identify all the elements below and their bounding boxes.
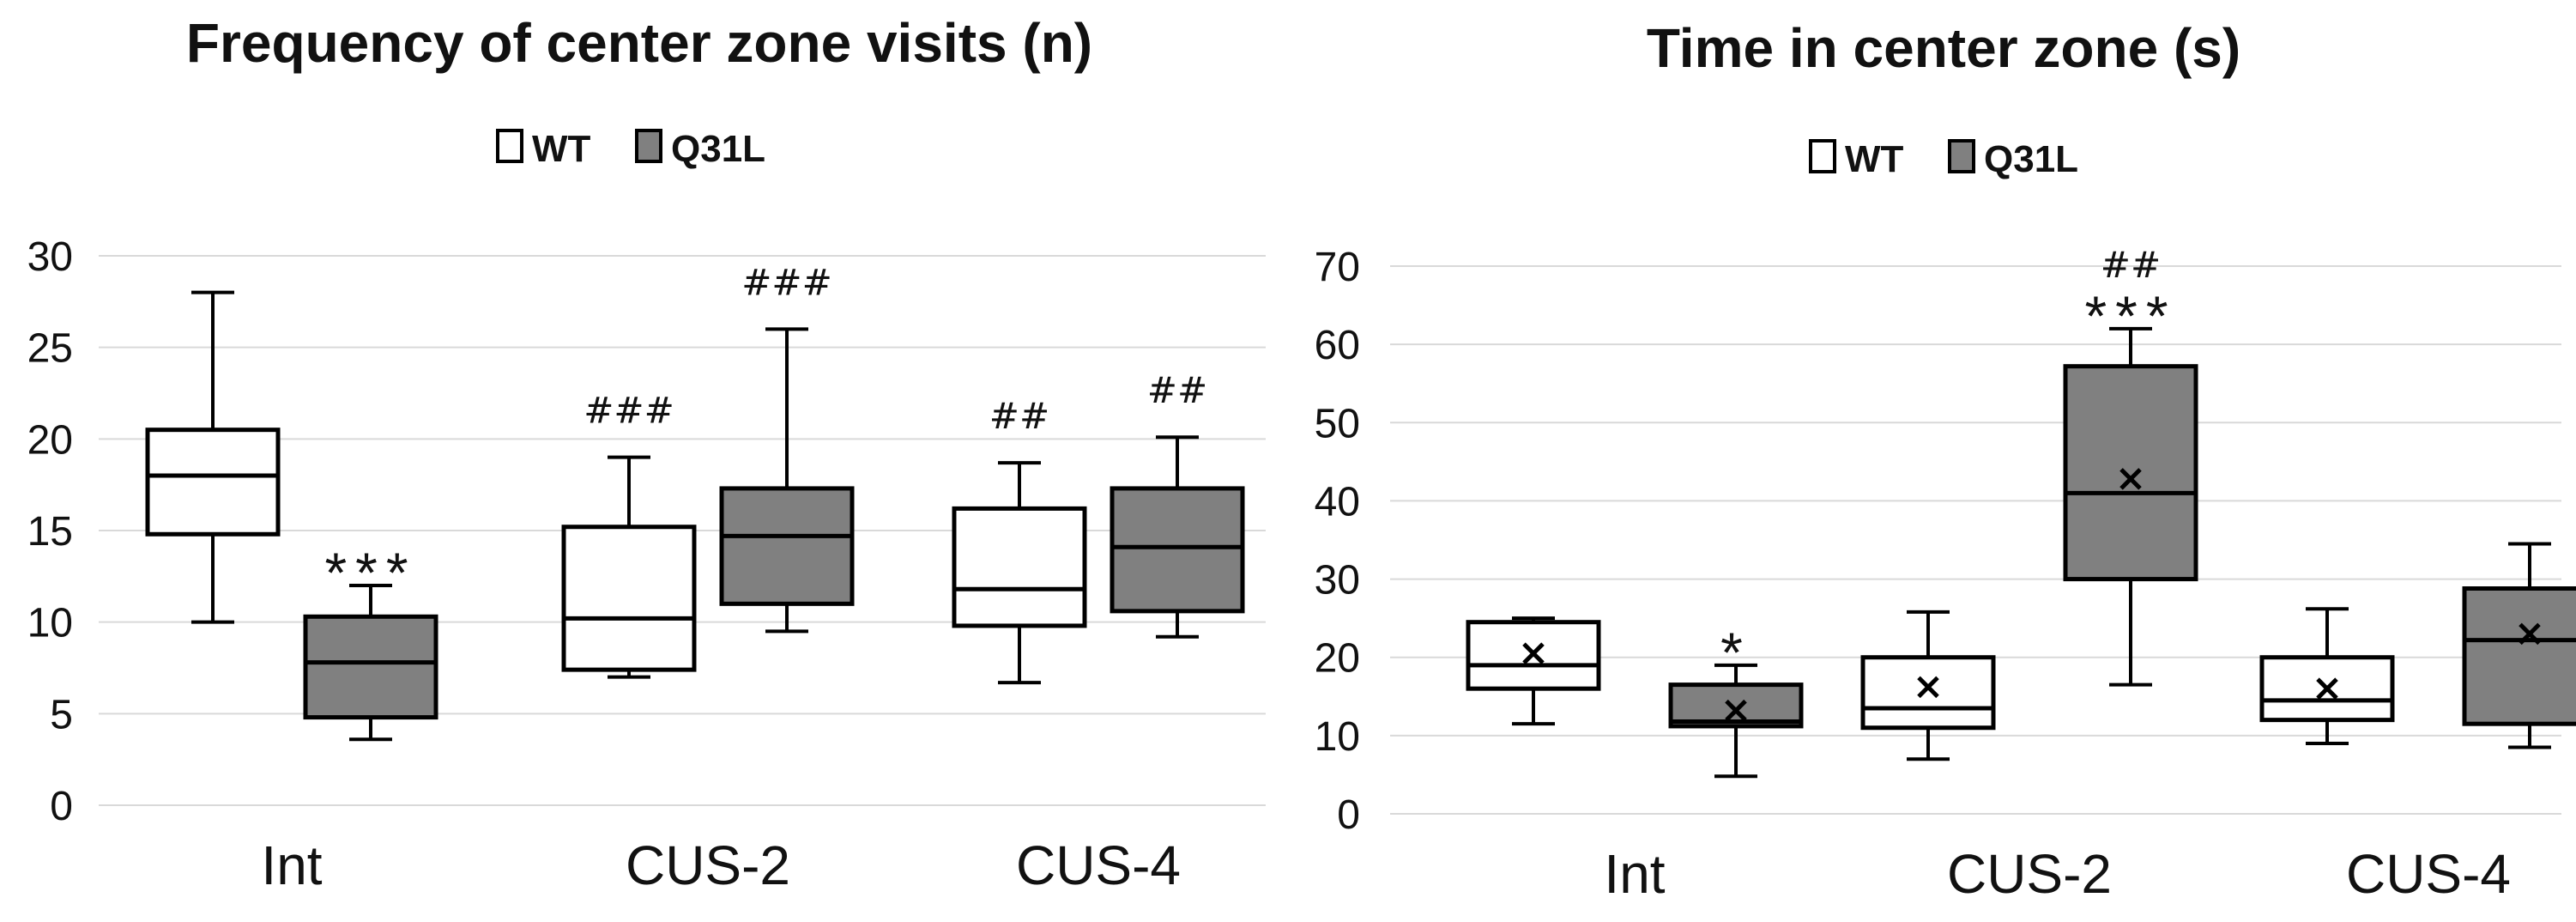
box-q31l-cus-4: ## <box>1110 369 1245 639</box>
box-iqr <box>1860 655 1996 731</box>
y-tick-label: 5 <box>50 692 73 737</box>
chart-left: Frequency of center zone visits (n) WT Q… <box>27 12 1266 896</box>
box-q31l-cus-4 <box>2462 542 2576 749</box>
y-tick-label: 50 <box>1315 401 1360 446</box>
legend-right-wt-swatch <box>1809 139 1836 173</box>
box-iqr <box>561 525 697 672</box>
x-category-label: CUS-4 <box>1016 834 1181 896</box>
mean-marker <box>1522 642 1545 664</box>
y-tick-label: 30 <box>1315 558 1360 604</box>
significance-label: ## <box>989 395 1049 437</box>
legend-left-wt-swatch <box>496 129 523 163</box>
legend-left-wt-label: WT <box>532 128 591 170</box>
box-iqr <box>2462 586 2576 726</box>
y-tick-label: 15 <box>27 509 73 555</box>
x-category-label: Int <box>1604 843 1665 905</box>
y-tick-label: 20 <box>1315 636 1360 682</box>
significance-label: ### <box>741 261 832 303</box>
significance-label: ### <box>584 390 674 432</box>
y-tick-label: 10 <box>27 601 73 646</box>
legend-left-q31l-label: Q31L <box>671 128 765 170</box>
box-iqr <box>2063 364 2198 582</box>
box-wt-cus-4: ## <box>952 395 1087 685</box>
y-axis-left: 0 5 10 15 20 25 30 <box>27 234 73 829</box>
y-tick-label: 60 <box>1315 323 1360 368</box>
legend-right-q31l-swatch <box>1948 139 1975 173</box>
box-wt-int <box>145 290 281 624</box>
y-tick-label: 70 <box>1315 245 1360 290</box>
chart-right-title: Time in center zone (s) <box>1647 17 2240 79</box>
mean-marker <box>2119 468 2142 490</box>
legend-left: WT Q31L <box>496 128 765 170</box>
y-tick-label: 10 <box>1315 714 1360 760</box>
box-q31l-cus-2: ### <box>719 261 855 634</box>
box-iqr <box>719 486 855 606</box>
x-category-label: CUS-2 <box>1947 843 2112 905</box>
significance-label: *** <box>2084 284 2176 348</box>
significance-label-secondary: ## <box>2101 244 2161 286</box>
box-wt-cus-4 <box>2259 607 2395 745</box>
box-iqr <box>1668 682 1804 729</box>
box-iqr <box>145 428 281 537</box>
y-tick-label: 30 <box>27 234 73 280</box>
box-iqr <box>303 614 438 720</box>
legend-right-q31l-label: Q31L <box>1984 138 2078 180</box>
grid-right <box>1390 265 2561 815</box>
x-category-label: CUS-4 <box>2346 843 2511 905</box>
y-tick-label: 20 <box>27 417 73 463</box>
y-tick-label: 25 <box>27 326 73 372</box>
plot-area-left: ### ##***##### <box>145 261 1245 742</box>
box-q31l-int: *** <box>303 541 438 742</box>
mean-marker <box>1725 699 1747 722</box>
box-iqr <box>952 506 1087 628</box>
legend-right: WT Q31L <box>1809 138 2078 180</box>
x-category-label: Int <box>261 834 322 896</box>
significance-label: *** <box>324 541 416 604</box>
x-axis-left: Int CUS-2 CUS-4 <box>261 834 1181 896</box>
box-iqr <box>1110 486 1245 614</box>
mean-marker <box>2316 677 2338 700</box>
y-axis-right: 0 10 20 30 40 50 60 70 <box>1315 245 1360 838</box>
plot-area-right: ****## <box>1466 244 2576 779</box>
chart-left-title: Frequency of center zone visits (n) <box>186 12 1092 74</box>
box-wt-int <box>1466 616 1601 726</box>
legend-left-q31l-swatch <box>635 129 662 163</box>
box-q31l-cus-2: ***## <box>2063 244 2198 687</box>
box-wt-cus-2: ### <box>561 390 697 679</box>
y-tick-label: 0 <box>50 784 73 829</box>
box-wt-cus-2 <box>1860 610 1996 761</box>
y-tick-label: 40 <box>1315 479 1360 525</box>
x-axis-right: Int CUS-2 CUS-4 <box>1604 843 2511 905</box>
box-q31l-int: * <box>1668 621 1804 779</box>
chart-right: Time in center zone (s) WT Q31L 0 10 20 30 4… <box>1315 17 2576 905</box>
mean-marker <box>2519 622 2541 646</box>
significance-label: * <box>1720 621 1751 684</box>
y-tick-label: 0 <box>1337 792 1360 838</box>
significance-label: ## <box>1147 369 1207 411</box>
x-category-label: CUS-2 <box>626 834 790 896</box>
legend-right-wt-label: WT <box>1845 138 1904 180</box>
mean-marker <box>1917 676 1939 699</box>
